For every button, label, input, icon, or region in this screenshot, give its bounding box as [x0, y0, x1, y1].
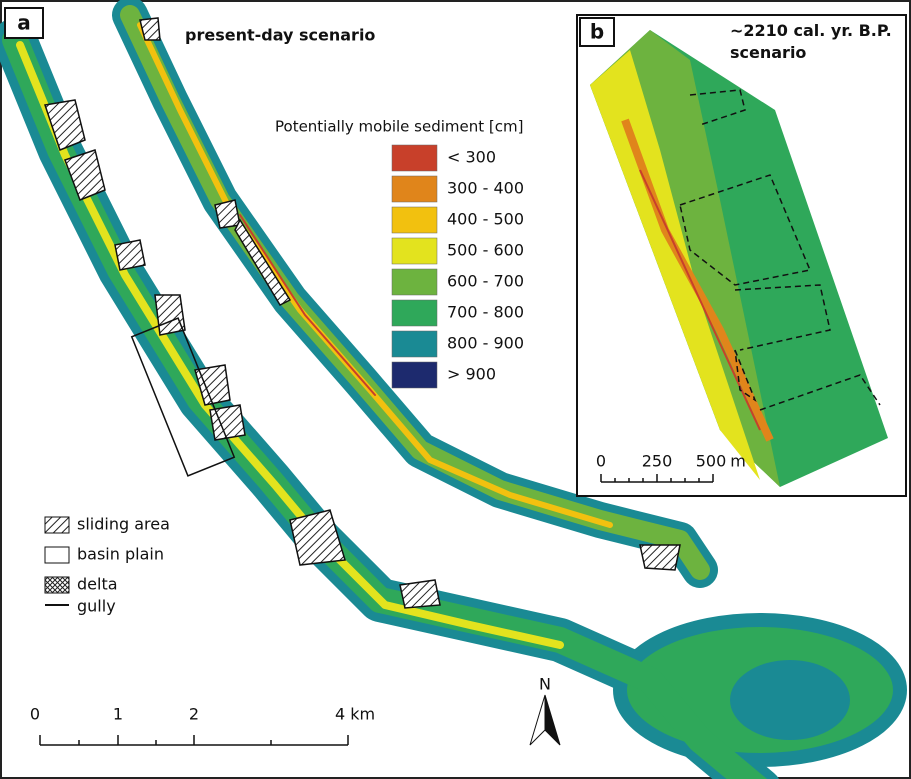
panel-title: present-day scenario [185, 26, 375, 45]
legend-label: 700 - 800 [447, 303, 524, 322]
feature-label: gully [77, 597, 116, 616]
legend-label: 600 - 700 [447, 272, 524, 291]
scale-label: 4 km [335, 705, 375, 724]
panel-title-wrap: ~2210 cal. yr. B.P. scenario [730, 20, 902, 70]
legend-label: 500 - 600 [447, 241, 524, 260]
legend-swatch [392, 238, 437, 264]
scale-label: 2 [189, 705, 199, 724]
scale-label: 1 [113, 705, 123, 724]
scale-label: 0 [30, 705, 40, 724]
legend-label: 400 - 500 [447, 210, 524, 229]
legend-swatch [392, 300, 437, 326]
feature-label: delta [77, 575, 118, 594]
legend-swatch [392, 207, 437, 233]
inset-scale-label: m [730, 452, 746, 471]
map-figure: a present-day scenario Potentially mobil… [0, 0, 911, 779]
swatch-basin [45, 547, 69, 563]
swatch-delta [45, 577, 69, 593]
panel-label: b [590, 20, 604, 44]
inset-scale-label: 250 [642, 452, 673, 471]
inset-scale-label: 500 [696, 452, 727, 471]
legend-label: > 900 [447, 365, 496, 384]
legend-title: Potentially mobile sediment [cm] [275, 118, 523, 136]
legend-label: < 300 [447, 148, 496, 167]
swatch-sliding [45, 517, 69, 533]
legend-swatch [392, 176, 437, 202]
legend-swatch [392, 269, 437, 295]
legend-label: 800 - 900 [447, 334, 524, 353]
legend-swatch [392, 362, 437, 388]
legend-swatch [392, 331, 437, 357]
inset-scale-label: 0 [596, 452, 606, 471]
panel-label: a [17, 11, 31, 35]
panel-title: ~2210 cal. yr. B.P. scenario [730, 20, 902, 64]
legend-swatch [392, 145, 437, 171]
feature-label: basin plain [77, 545, 164, 564]
legend-label: 300 - 400 [447, 179, 524, 198]
feature-label: sliding area [77, 515, 170, 534]
north-label: N [539, 675, 551, 694]
